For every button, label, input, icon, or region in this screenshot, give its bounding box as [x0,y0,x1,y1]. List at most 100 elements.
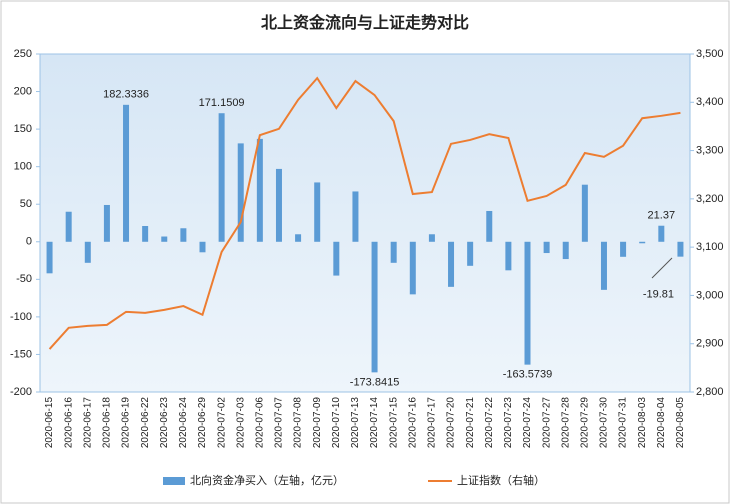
y-tick-label: 50 [20,198,32,210]
x-tick-label: 2020-06-22 [140,397,151,449]
x-tick-label: 2020-07-27 [541,397,552,449]
bar [295,234,302,242]
y2-tick-label: 3,100 [696,241,724,253]
x-tick-label: 2020-07-23 [503,397,514,449]
y2-tick-label: 3,500 [696,48,724,60]
bar [256,138,263,242]
x-tick-label: 2020-07-07 [274,397,285,449]
bar [84,241,91,263]
bar [562,241,569,260]
bar [123,104,130,242]
legend-swatch [163,477,185,485]
bar [409,241,416,295]
y2-tick-label: 3,000 [696,289,724,301]
y-tick-label: 200 [14,85,32,97]
bar [199,241,206,253]
bar [448,241,455,287]
bar [161,236,168,242]
x-tick-label: 2020-07-09 [312,397,323,449]
legend-label: 北向资金净买入（左轴，亿元） [190,473,344,487]
x-tick-label: 2020-08-05 [675,397,686,449]
x-tick-label: 2020-06-18 [102,397,113,449]
y2-tick-label: 3,400 [696,96,724,108]
bar [103,204,110,242]
x-tick-label: 2020-08-04 [656,397,667,449]
bar [581,184,588,242]
bar [180,228,187,242]
x-tick-label: 2020-06-29 [197,397,208,449]
x-tick-label: 2020-06-17 [82,397,93,449]
bar [142,226,149,242]
data-label: -173.8415 [350,376,400,388]
y-tick-label: 100 [14,161,32,173]
y2-tick-label: 2,800 [696,386,724,398]
bar [467,241,474,266]
bar [333,241,340,276]
y2-tick-label: 3,200 [696,193,724,205]
x-tick-label: 2020-07-16 [407,397,418,449]
y-tick-label: -200 [10,386,32,398]
x-tick-label: 2020-07-03 [235,397,246,449]
x-tick-label: 2020-07-10 [331,397,342,449]
bar [428,234,435,242]
leader-line [651,257,673,279]
x-tick-label: 2020-07-20 [446,397,457,449]
data-label: 182.3336 [103,89,149,101]
bar [371,241,378,373]
bar [600,241,607,290]
x-tick-label: 2020-07-08 [293,397,304,449]
y-tick-label: 250 [14,48,32,60]
x-tick-label: 2020-07-28 [560,397,571,449]
bar [65,211,72,242]
x-tick-label: 2020-06-19 [121,397,132,449]
y-tick-label: 150 [14,123,32,135]
plot-area [39,53,691,393]
line [48,76,681,350]
x-tick-label: 2020-07-30 [599,397,610,449]
y-tick-label: -150 [10,348,32,360]
x-tick-label: 2020-07-21 [465,397,476,449]
data-label: -163.5739 [503,369,553,381]
legend-label: 上证指数（右轴） [457,473,545,487]
legend: 北向资金净买入（左轴，亿元） 上证指数（右轴） [163,473,545,487]
bar [658,225,665,242]
chart-title: 北上资金流向与上证走势对比 [261,13,469,32]
x-tick-label: 2020-07-02 [216,397,227,449]
bar [677,241,684,257]
data-label: 171.1509 [199,97,245,109]
bar [352,191,359,242]
bar [218,113,225,242]
x-tick-label: 2020-07-13 [350,397,361,449]
bar [486,210,493,242]
x-tick-label: 2020-07-22 [484,397,495,449]
bar [543,241,550,254]
x-tick-label: 2020-07-06 [254,397,265,449]
x-tick-label: 2020-07-24 [522,397,533,449]
x-tick-label: 2020-07-31 [618,397,629,449]
x-tick-label: 2020-07-29 [579,397,590,449]
bar [390,241,397,263]
bar [46,241,53,274]
y-tick-label: -50 [16,273,32,285]
bar [524,241,531,365]
x-tick-label: 2020-06-15 [44,397,55,449]
data-label: 21.37 [648,210,676,222]
bar [275,168,282,242]
x-tick-label: 2020-08-03 [637,397,648,449]
y2-tick-label: 3,300 [696,144,724,156]
y2-tick-label: 2,900 [696,338,724,350]
x-tick-label: 2020-07-17 [427,397,438,449]
bar [620,241,627,257]
x-tick-label: 2020-06-16 [63,397,74,449]
x-tick-label: 2020-07-15 [388,397,399,449]
data-label: -19.81 [643,289,674,301]
y-tick-label: 0 [26,236,32,248]
bar [314,182,321,242]
x-tick-label: 2020-06-23 [159,397,170,449]
bar [639,241,646,244]
x-tick-label: 2020-06-24 [178,397,189,449]
bar [505,241,512,271]
x-tick-label: 2020-07-14 [369,397,380,449]
bar [237,143,244,242]
